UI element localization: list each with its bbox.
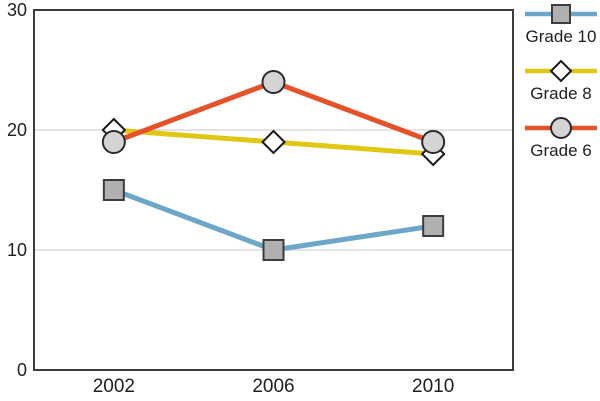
legend-sample-grade-10 bbox=[525, 4, 597, 24]
legend-item-grade-10: Grade 10 bbox=[522, 2, 600, 48]
marker-grade-10 bbox=[102, 179, 125, 201]
marker-grade-6 bbox=[421, 130, 446, 154]
legend-label-grade-6: Grade 6 bbox=[530, 141, 592, 160]
x-tick-label: 2002 bbox=[93, 376, 135, 397]
marker-grade-6 bbox=[101, 130, 126, 154]
y-tick-label: 10 bbox=[7, 240, 27, 260]
x-tick-label: 2006 bbox=[252, 376, 294, 397]
y-tick-label: 30 bbox=[7, 0, 27, 20]
legend-marker-grade-8 bbox=[549, 59, 573, 83]
x-tick-label: 2010 bbox=[412, 376, 454, 397]
legend-item-grade-8: Grade 8 bbox=[522, 59, 600, 105]
marker-grade-8 bbox=[261, 129, 286, 155]
legend-marker-grade-6 bbox=[550, 117, 572, 139]
legend: Grade 10 Grade 8 Grade 6 bbox=[522, 2, 600, 173]
legend-sample-grade-6 bbox=[525, 117, 597, 139]
legend-sample-grade-8 bbox=[525, 59, 597, 83]
legend-marker-grade-10 bbox=[551, 4, 571, 24]
marker-grade-10 bbox=[262, 239, 285, 261]
legend-label-grade-8: Grade 8 bbox=[530, 84, 592, 103]
y-tick-label: 0 bbox=[17, 360, 27, 380]
legend-item-grade-6: Grade 6 bbox=[522, 116, 600, 162]
y-tick-label: 20 bbox=[7, 120, 27, 140]
legend-label-grade-10: Grade 10 bbox=[525, 27, 597, 46]
plot-border bbox=[33, 9, 514, 371]
marker-grade-10 bbox=[422, 215, 445, 237]
marker-grade-6 bbox=[261, 70, 286, 94]
